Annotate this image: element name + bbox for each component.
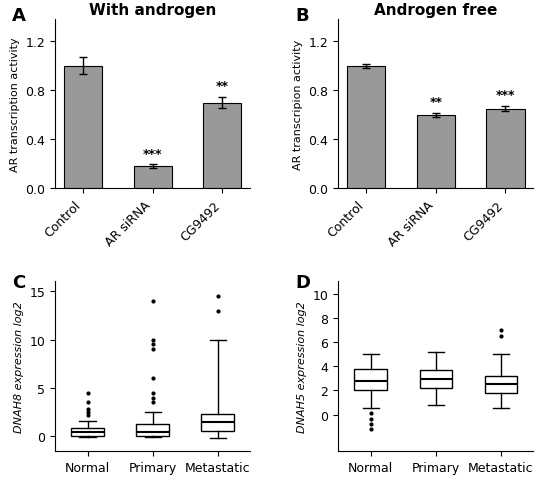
PathPatch shape xyxy=(136,424,169,436)
Y-axis label: DNAH5 expression log2: DNAH5 expression log2 xyxy=(297,301,307,432)
Y-axis label: AR transcripion activity: AR transcripion activity xyxy=(293,40,303,169)
Bar xyxy=(203,103,241,189)
Title: Androgen free: Androgen free xyxy=(374,3,498,18)
PathPatch shape xyxy=(354,369,387,391)
Text: ***: *** xyxy=(143,147,162,160)
Bar xyxy=(134,167,172,189)
Title: With androgen: With androgen xyxy=(89,3,216,18)
Bar xyxy=(417,116,455,189)
Bar xyxy=(486,109,525,189)
Text: A: A xyxy=(12,7,26,25)
PathPatch shape xyxy=(72,428,104,436)
Text: B: B xyxy=(295,7,309,25)
PathPatch shape xyxy=(485,376,517,393)
Text: C: C xyxy=(12,274,25,292)
Bar xyxy=(64,67,102,189)
Text: **: ** xyxy=(216,80,229,93)
Text: ***: *** xyxy=(496,89,515,102)
Y-axis label: AR transcription activity: AR transcription activity xyxy=(10,38,20,172)
PathPatch shape xyxy=(420,370,452,388)
Y-axis label: DNAH8 expression log2: DNAH8 expression log2 xyxy=(14,301,24,432)
Bar xyxy=(347,67,386,189)
PathPatch shape xyxy=(201,414,234,431)
Text: D: D xyxy=(295,274,310,292)
Text: **: ** xyxy=(430,96,442,108)
